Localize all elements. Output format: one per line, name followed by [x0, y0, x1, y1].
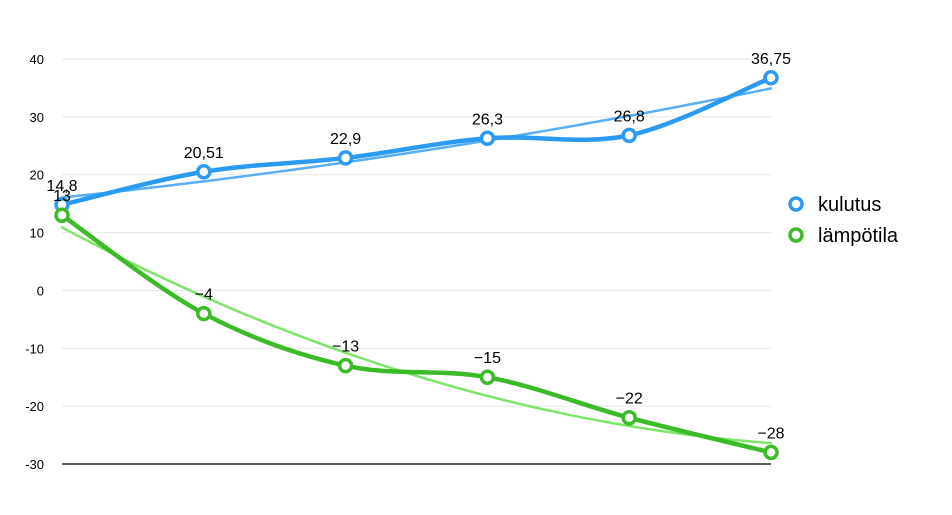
legend-marker-lampotila — [788, 227, 804, 243]
data-label-kulutus: 22,9 — [330, 131, 361, 148]
data-label-lampotila: 13 — [53, 188, 71, 205]
data-label-lampotila: −15 — [474, 350, 501, 367]
legend: kulutus lämpötila — [788, 194, 899, 247]
y-tick-label: 0 — [37, 283, 44, 298]
series-lines — [59, 75, 774, 455]
data-point-kulutus — [196, 164, 212, 180]
legend-label-lampotila: lämpötila — [818, 225, 899, 247]
data-label-lampotila: −22 — [616, 391, 643, 408]
data-point-lampotila — [54, 207, 70, 223]
data-label-kulutus: 36,75 — [751, 51, 791, 68]
trend-line-lampotila — [60, 226, 773, 445]
trend-line-kulutus — [60, 87, 773, 199]
y-tick-label: 10 — [30, 226, 44, 241]
data-point-lampotila — [763, 444, 779, 461]
trend-lines — [60, 87, 773, 445]
y-axis-ticks: 40 30 20 10 0 -10 -20 -30 — [25, 52, 44, 472]
data-point-lampotila — [621, 409, 637, 426]
data-point-lampotila — [479, 369, 496, 385]
legend-marker-kulutus — [788, 196, 804, 212]
data-point-kulutus — [337, 150, 354, 166]
data-point-kulutus — [621, 127, 637, 144]
data-label-lampotila: −28 — [757, 425, 784, 442]
data-point-lampotila — [337, 357, 354, 374]
grid-lines — [62, 58, 771, 407]
data-label-kulutus: 26,8 — [614, 108, 645, 125]
y-tick-label: -10 — [25, 341, 44, 356]
y-tick-label: 30 — [30, 110, 44, 125]
data-point-kulutus — [479, 130, 496, 147]
series-line-kulutus — [59, 75, 774, 208]
y-tick-label: -30 — [25, 457, 44, 472]
data-label-lampotila: −4 — [195, 287, 213, 304]
data-label-kulutus: 26,3 — [472, 111, 503, 128]
data-points — [54, 70, 779, 461]
data-label-kulutus: 14,8 — [46, 178, 77, 195]
series-line-lampotila — [59, 212, 774, 455]
data-point-lampotila — [196, 305, 212, 322]
y-tick-label: 40 — [30, 52, 44, 67]
data-label-kulutus: 20,51 — [184, 145, 224, 162]
y-tick-label: -20 — [25, 399, 44, 414]
y-tick-label: 20 — [30, 168, 44, 183]
data-labels: 14,8 20,51 22,9 26,3 26,8 36,75 13 −4 −13 −15 −22 −… — [46, 51, 791, 443]
data-point-kulutus — [763, 70, 779, 86]
legend-label-kulutus: kulutus — [818, 194, 881, 216]
data-label-lampotila: −13 — [332, 339, 359, 356]
